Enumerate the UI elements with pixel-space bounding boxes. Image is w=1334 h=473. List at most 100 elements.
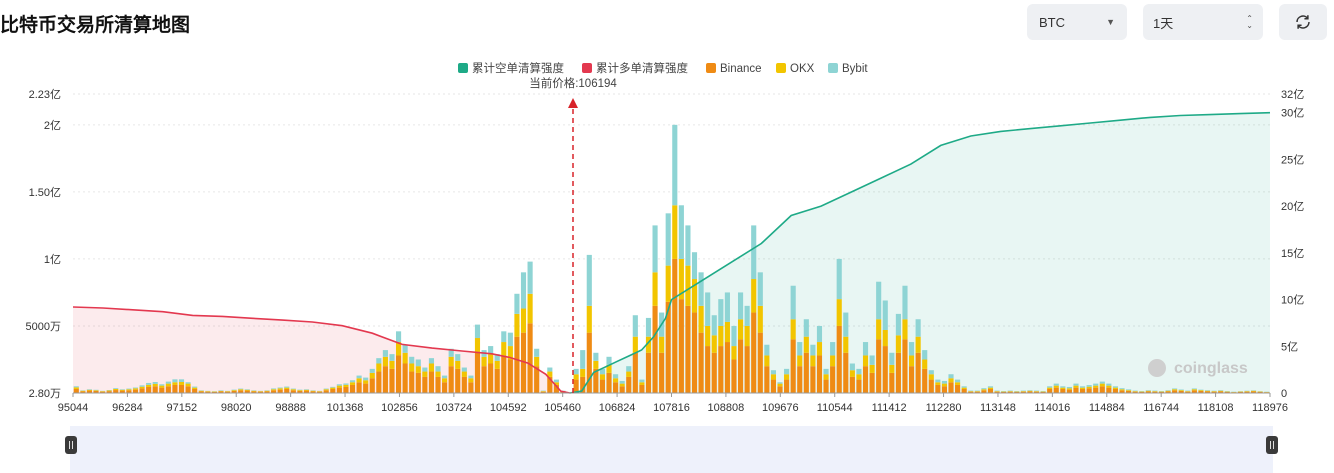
right-axis-tick: 0 [1281, 388, 1287, 400]
bar-binance [1152, 391, 1158, 393]
bar-okx [639, 382, 645, 385]
bar-okx [159, 385, 165, 388]
bar-binance [843, 352, 849, 393]
bar-bybit [231, 389, 237, 391]
bar-binance [1158, 391, 1165, 393]
left-axis-tick: 2亿 [44, 119, 61, 132]
current-price-arrow-icon [568, 98, 578, 108]
bar-bybit [527, 261, 533, 294]
bar-bybit [573, 368, 579, 375]
bar-binance [231, 390, 237, 393]
bar-binance [1060, 388, 1066, 393]
bar-okx [652, 272, 658, 306]
bar-okx [317, 391, 323, 392]
bar-okx [1165, 390, 1171, 392]
bar-bybit [520, 272, 527, 309]
bar-okx [481, 356, 487, 367]
bar-bybit [606, 356, 612, 365]
bar-bybit [1066, 386, 1072, 389]
bar-okx [790, 319, 796, 340]
period-select-value: 1天 [1153, 15, 1174, 31]
bar-bybit [349, 380, 356, 383]
bar-bybit [395, 331, 402, 343]
bar-bybit [619, 380, 625, 384]
bar-bybit [935, 379, 941, 383]
bar-binance [1073, 387, 1079, 393]
bar-okx [961, 387, 967, 389]
zoom-slider-right-handle[interactable] [1266, 436, 1278, 454]
bar-binance [1165, 391, 1171, 393]
bar-binance [185, 386, 191, 393]
bar-okx [1027, 390, 1033, 392]
bar-bybit [514, 293, 520, 314]
bar-bybit [165, 381, 171, 384]
bar-binance [290, 390, 296, 393]
bar-bybit [955, 379, 961, 383]
bar-okx [132, 388, 139, 390]
axis-ticks: 2.23亿 2亿 1.50亿 1亿 5000万 2.80万 32亿 30亿 25亿 20亿 15亿 1… [26, 88, 1305, 414]
bar-bybit [580, 350, 586, 369]
bar-binance [119, 390, 125, 393]
bar-okx [323, 389, 329, 391]
bar-okx [363, 380, 369, 384]
bar-bybit [435, 366, 441, 372]
bar-binance [1244, 391, 1250, 393]
bar-okx [645, 336, 652, 353]
bar-okx [527, 293, 533, 324]
bar-okx [744, 325, 750, 347]
bar-okx [494, 360, 500, 369]
bar-bybit [1027, 390, 1033, 391]
symbol-select[interactable]: BTC ▼ [1027, 4, 1127, 40]
period-select[interactable]: 1天 ⌃ ⌄ [1143, 4, 1263, 40]
bar-okx [1033, 391, 1040, 392]
bar-okx [803, 336, 809, 353]
bar-okx [908, 355, 915, 367]
bar-binance [494, 368, 500, 393]
bar-okx [1086, 386, 1092, 389]
bar-binance [442, 382, 448, 393]
bar-okx [1093, 385, 1099, 388]
bar-bybit [698, 272, 704, 306]
liquidation-chart: 2.23亿 2亿 1.50亿 1亿 5000万 2.80万 32亿 30亿 25亿 20亿 15亿 1… [26, 61, 1305, 414]
bar-okx [823, 374, 829, 380]
bar-binance [1191, 390, 1197, 393]
bar-binance [238, 390, 244, 393]
bar-binance [836, 325, 842, 393]
x-axis-tick: 118108 [1198, 402, 1234, 414]
bar-bybit [593, 352, 599, 361]
x-axis-tick: 104592 [490, 402, 527, 414]
bar-binance [606, 372, 612, 393]
bar-bybit [645, 317, 652, 337]
bar-binance [415, 372, 421, 393]
bar-binance [1178, 390, 1184, 393]
bar-okx [1218, 390, 1224, 392]
current-price-label: 当前价格:106194 [529, 76, 617, 90]
bar-bybit [376, 358, 382, 364]
bar-binance [244, 390, 250, 393]
x-axis-tick: 107816 [653, 402, 690, 414]
bar-bybit [488, 346, 494, 355]
bar-binance [468, 382, 474, 393]
bar-okx [1119, 389, 1125, 391]
bar-binance [744, 346, 750, 393]
bar-bybit [836, 258, 842, 300]
x-axis-tick: 109676 [762, 402, 799, 414]
zoom-slider[interactable] [70, 426, 1273, 473]
bar-okx [113, 388, 119, 391]
bar-okx [816, 342, 823, 356]
bar-okx [1178, 390, 1184, 391]
zoom-slider-left-handle[interactable] [65, 436, 77, 454]
bar-okx [843, 336, 849, 353]
refresh-button[interactable] [1279, 4, 1327, 40]
bar-okx [178, 382, 185, 385]
bar-binance [876, 339, 882, 393]
x-axis-tick: 106824 [599, 402, 636, 414]
bar-okx [606, 364, 612, 373]
bar-bybit [468, 375, 474, 379]
bar-binance [764, 366, 770, 393]
bar-bybit [402, 344, 408, 353]
bar-okx [442, 378, 448, 383]
bar-bybit [1073, 383, 1079, 386]
bar-binance [481, 366, 487, 393]
bar-binance [211, 391, 217, 393]
